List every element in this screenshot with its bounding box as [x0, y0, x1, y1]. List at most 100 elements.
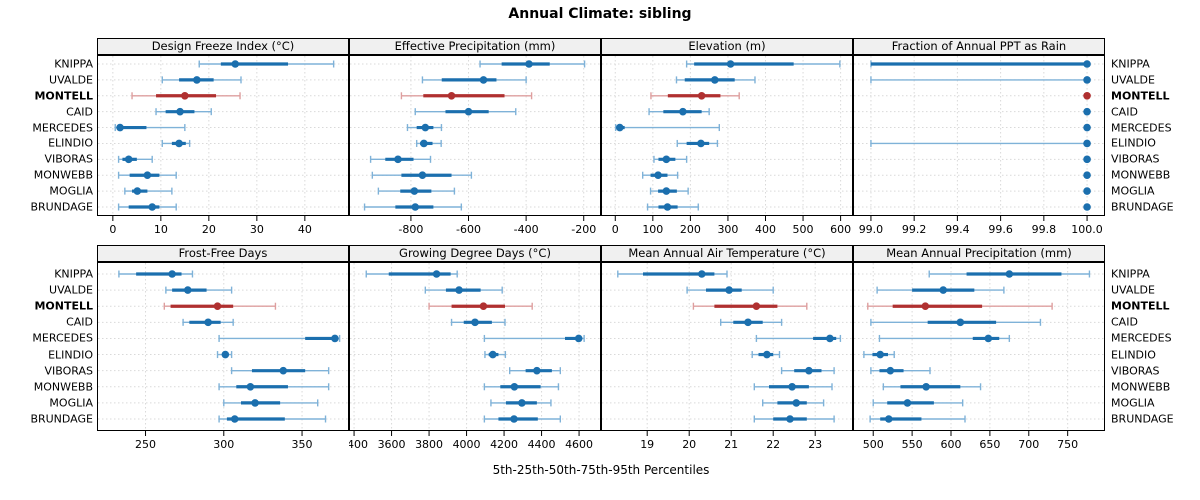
- axis-tick-label: 0: [109, 223, 116, 236]
- station-label-left-knippa: KNIPPA: [54, 267, 93, 281]
- axis-tick-label: 99.4: [945, 223, 970, 236]
- series-effective-precipitation-mm-caid: [414, 107, 517, 116]
- axis-tick-label: 3600: [378, 438, 406, 451]
- axis-tick-label: 19: [640, 438, 654, 451]
- median-dot: [679, 107, 687, 116]
- panel-plot-elevation-m: 0 100 200 300 400 500 600: [601, 55, 853, 236]
- station-label-right-montell: MONTELL: [1111, 299, 1170, 313]
- station-label-left-elindio: ELINDIO: [48, 348, 93, 362]
- median-dot: [411, 203, 420, 211]
- series-frost-free-days-caid: [182, 318, 234, 327]
- axis-tick-label: 3400: [349, 438, 368, 451]
- median-dot: [662, 155, 671, 164]
- axis-tick-label: -200: [571, 223, 596, 236]
- station-label-left-elindio: ELINDIO: [48, 136, 93, 150]
- median-dot: [574, 334, 583, 343]
- median-dot: [725, 286, 733, 294]
- series-effective-precipitation-mm-elindio: [415, 139, 442, 148]
- axis-tick-label: 23: [808, 438, 822, 451]
- station-label-right-knippa: KNIPPA: [1111, 267, 1150, 281]
- axis-tick-label: 600: [941, 438, 962, 451]
- axis-tick-label: 100: [642, 223, 663, 236]
- series-effective-precipitation-mm-moglia: [377, 187, 456, 195]
- station-label-left-montell: MONTELL: [34, 89, 93, 103]
- median-dot: [984, 334, 993, 343]
- series-mean-annual-precipitation-mm-monwebb: [882, 382, 982, 391]
- median-dot: [615, 123, 624, 132]
- axis-tick-label: 20: [682, 438, 696, 451]
- series-growing-degree-days-c-moglia: [490, 399, 552, 407]
- series-mean-annual-air-temperature-c-knippa: [617, 270, 728, 278]
- axis-tick-label: 3800: [415, 438, 443, 451]
- series-effective-precipitation-mm-montell: [400, 91, 533, 100]
- axis-tick-label: 250: [135, 438, 156, 451]
- axis-tick-label: 30: [250, 223, 264, 236]
- panel-header-frost-free-days: Frost-Free Days: [97, 245, 349, 262]
- series-fraction-of-annual-ppt-as-rain-uvalde: [870, 76, 1091, 84]
- axis-tick-label: 550: [902, 438, 923, 451]
- median-dot: [394, 155, 402, 164]
- station-label-left-moglia: MOGLIA: [49, 184, 93, 198]
- series-effective-precipitation-mm-uvalde: [421, 76, 527, 84]
- series-mean-annual-air-temperature-c-mercedes: [755, 334, 842, 343]
- median-dot: [116, 123, 124, 132]
- median-dot: [455, 286, 463, 294]
- series-effective-precipitation-mm-brundage: [363, 203, 463, 211]
- series-mean-annual-precipitation-mm-brundage: [869, 415, 966, 423]
- panel-border: [97, 262, 349, 431]
- median-dot: [168, 270, 176, 278]
- series-growing-degree-days-c-montell: [428, 302, 533, 311]
- series-mean-annual-air-temperature-c-elindio: [751, 350, 781, 359]
- panel-plot-mean-annual-air-temperature-c: 19 20 21 22 23: [601, 262, 853, 451]
- median-dot: [221, 350, 230, 359]
- axis-tick-label: 4000: [453, 438, 481, 451]
- station-label-right-moglia: MOGLIA: [1111, 396, 1155, 410]
- station-label-right-montell: MONTELL: [1111, 89, 1170, 103]
- station-label-right-brundage: BRUNDAGE: [1111, 200, 1174, 214]
- median-dot: [1083, 203, 1091, 211]
- median-dot: [1083, 91, 1091, 100]
- median-dot: [1083, 60, 1091, 68]
- station-label-right-viboras: VIBORAS: [1111, 364, 1160, 378]
- series-elevation-m-montell: [650, 91, 740, 100]
- series-fraction-of-annual-ppt-as-rain-knippa: [870, 60, 1091, 68]
- station-label-right-mercedes: MERCEDES: [1111, 121, 1172, 135]
- series-frost-free-days-knippa: [118, 270, 194, 278]
- series-mean-annual-air-temperature-c-monwebb: [753, 382, 833, 391]
- axis-tick-label: 400: [755, 223, 776, 236]
- median-dot: [251, 399, 259, 407]
- axis-tick-label: 4200: [490, 438, 518, 451]
- axis-tick-label: 100.0: [1071, 223, 1103, 236]
- series-elevation-m-monwebb: [641, 171, 679, 180]
- median-dot: [1083, 76, 1091, 84]
- series-mean-annual-precipitation-mm-montell: [867, 302, 1053, 311]
- median-dot: [204, 318, 212, 327]
- panel-plot-frost-free-days: 250 300 350: [97, 262, 349, 451]
- median-dot: [176, 107, 184, 116]
- station-label-left-mercedes: MERCEDES: [32, 121, 93, 135]
- axis-tick-label: 200: [680, 223, 701, 236]
- panel-header-growing-degree-days-c: Growing Degree Days (°C): [349, 245, 601, 262]
- series-mean-annual-air-temperature-c-viboras: [780, 366, 835, 375]
- series-design-freeze-index-c-caid: [155, 107, 212, 116]
- series-growing-degree-days-c-viboras: [508, 366, 562, 375]
- median-dot: [432, 270, 441, 278]
- median-dot: [1083, 123, 1091, 132]
- axis-tick-label: 99.8: [1032, 223, 1057, 236]
- median-dot: [464, 107, 473, 116]
- axis-tick-label: 300: [717, 223, 738, 236]
- median-dot: [479, 76, 488, 84]
- median-dot: [533, 366, 541, 375]
- station-label-left-brundage: BRUNDAGE: [30, 412, 93, 426]
- median-dot: [922, 382, 930, 391]
- median-dot: [1005, 270, 1014, 278]
- series-mean-annual-precipitation-mm-moglia: [872, 399, 964, 407]
- panel-border: [601, 262, 853, 431]
- median-dot: [213, 302, 222, 311]
- median-dot: [518, 399, 526, 407]
- panel-header-design-freeze-index-c: Design Freeze Index (°C): [97, 38, 349, 55]
- series-design-freeze-index-c-brundage: [117, 203, 177, 211]
- axis-tick-label: -400: [514, 223, 539, 236]
- station-label-left-brundage: BRUNDAGE: [30, 200, 93, 214]
- station-label-left-montell: MONTELL: [34, 299, 93, 313]
